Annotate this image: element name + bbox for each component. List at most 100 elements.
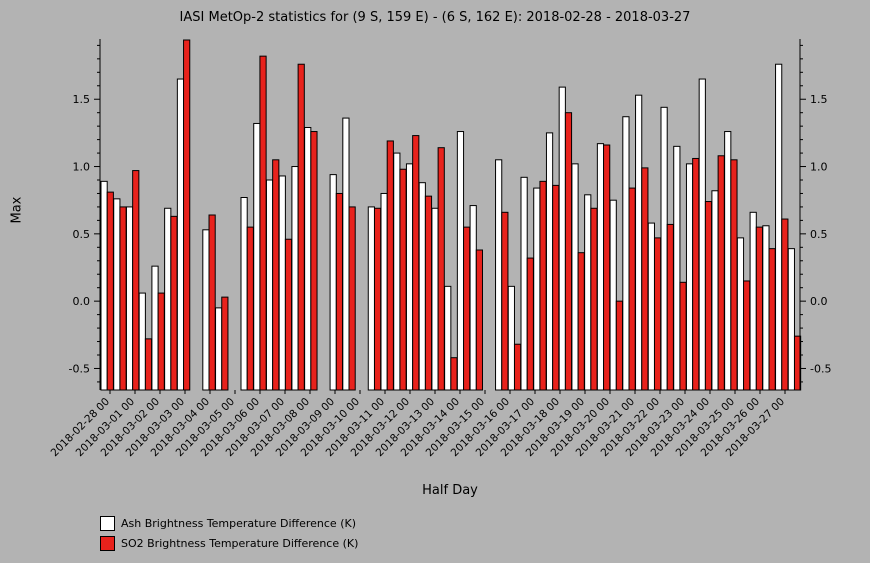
- bar-so2-4: [157, 292, 165, 391]
- bar-so2-2: [132, 170, 140, 391]
- bar-so2-8: [208, 214, 216, 391]
- bar-so2-35: [552, 184, 560, 391]
- bar-so2-13: [272, 159, 280, 391]
- y-tick-label-right: 0.5: [810, 228, 828, 241]
- bar-so2-25: [424, 195, 433, 391]
- bar-ash-34: [533, 187, 541, 391]
- bar-ash-49: [724, 131, 732, 391]
- bar-so2-24: [412, 135, 420, 391]
- bar-ash-53: [775, 63, 783, 391]
- bar-so2-3: [144, 338, 153, 391]
- bar-so2-18: [335, 192, 343, 391]
- bar-ash-26: [431, 207, 439, 391]
- y-tick-label-right: 1.0: [810, 161, 828, 174]
- bar-ash-3: [138, 292, 146, 391]
- legend-label-ash: Ash Brightness Temperature Difference (K…: [121, 516, 356, 530]
- bar-ash-43: [647, 222, 655, 391]
- bar-ash-51: [749, 211, 757, 391]
- bar-so2-51: [755, 226, 763, 391]
- bar-ash-14: [278, 175, 286, 391]
- bar-ash-24: [405, 163, 414, 391]
- bar-ash-44: [660, 106, 668, 391]
- bar-ash-1: [113, 198, 121, 391]
- bar-so2-50: [743, 280, 751, 391]
- bar-so2-36: [564, 112, 573, 391]
- bar-ash-46: [685, 163, 694, 391]
- legend-swatch-ash: [100, 515, 115, 531]
- bar-so2-33: [526, 257, 534, 391]
- bar-ash-23: [393, 152, 401, 391]
- bar-so2-41: [628, 187, 636, 391]
- y-tick-label-left: 1.0: [73, 161, 91, 174]
- bar-so2-42: [641, 167, 649, 391]
- bar-so2-53: [781, 218, 789, 391]
- bar-so2-1: [119, 206, 127, 391]
- bar-so2-49: [730, 159, 738, 391]
- bar-so2-34: [539, 180, 547, 391]
- bar-ash-29: [469, 205, 477, 391]
- bar-so2-27: [450, 357, 458, 391]
- bar-ash-15: [291, 166, 299, 391]
- y-tick-label-right: -0.5: [810, 362, 831, 375]
- bar-so2-52: [768, 248, 776, 391]
- bar-so2-31: [501, 211, 509, 391]
- bar-ash-41: [622, 116, 630, 391]
- bar-ash-54: [787, 248, 795, 391]
- bar-ash-11: [240, 197, 248, 391]
- bar-so2-44: [666, 223, 674, 391]
- bar-so2-5: [170, 215, 178, 391]
- bar-ash-52: [762, 225, 770, 391]
- legend-item-so2: SO2 Brightness Temperature Difference (K…: [100, 533, 358, 553]
- axes-layer: [94, 39, 806, 390]
- bar-so2-19: [348, 206, 356, 391]
- bar-so2-21: [373, 207, 382, 391]
- bar-ash-45: [673, 145, 681, 391]
- y-tick-label-left: 0.0: [73, 295, 91, 308]
- y-tick-labels-right: -0.5 0.0 0.5 1.0 1.5: [810, 93, 831, 375]
- bar-so2-48: [717, 155, 725, 391]
- bar-so2-40: [615, 300, 623, 391]
- bar-so2-6: [183, 39, 191, 391]
- bar-ash-33: [520, 176, 528, 391]
- bar-so2-46: [692, 157, 700, 391]
- bar-ash-16: [304, 127, 312, 391]
- bar-ash-6: [176, 78, 185, 391]
- bar-ash-40: [609, 199, 617, 391]
- bar-ash-36: [558, 86, 566, 391]
- bar-so2-16: [310, 131, 318, 391]
- y-tick-labels-left: -0.5 0.0 0.5 1.0 1.5: [69, 93, 90, 375]
- bar-so2-26: [437, 147, 445, 391]
- bar-so2-15: [297, 63, 305, 391]
- bar-ash-47: [698, 78, 706, 391]
- y-tick-label-right: 0.0: [810, 295, 828, 308]
- bar-ash-48: [711, 190, 719, 391]
- bar-ash-21: [367, 206, 375, 391]
- bar-ash-28: [456, 131, 465, 391]
- bar-so2-14: [284, 238, 293, 391]
- bar-ash-27: [444, 285, 452, 391]
- bar-ash-31: [495, 159, 503, 391]
- y-tick-label-left: 1.5: [73, 93, 91, 106]
- bar-so2-39: [603, 144, 611, 391]
- bar-ash-2: [125, 206, 134, 391]
- bar-ash-22: [380, 192, 388, 391]
- bar-so2-23: [399, 168, 407, 391]
- bar-ash-38: [584, 194, 592, 391]
- bar-ash-42: [635, 94, 643, 391]
- y-tick-label-right: 1.5: [810, 93, 828, 106]
- bar-ash-4: [151, 265, 159, 391]
- bar-ash-50: [736, 237, 745, 391]
- bars-layer: [100, 39, 802, 391]
- legend: Ash Brightness Temperature Difference (K…: [100, 513, 358, 553]
- chart-title: IASI MetOp-2 statistics for (9 S, 159 E)…: [179, 10, 691, 25]
- y-axis-label: Max: [9, 196, 25, 224]
- bar-ash-37: [571, 163, 579, 391]
- bar-so2-0: [106, 191, 114, 391]
- bar-so2-45: [679, 281, 687, 391]
- bar-ash-8: [202, 229, 210, 391]
- legend-label-so2: SO2 Brightness Temperature Difference (K…: [121, 536, 359, 550]
- bar-so2-9: [221, 296, 229, 391]
- bar-ash-18: [329, 174, 337, 391]
